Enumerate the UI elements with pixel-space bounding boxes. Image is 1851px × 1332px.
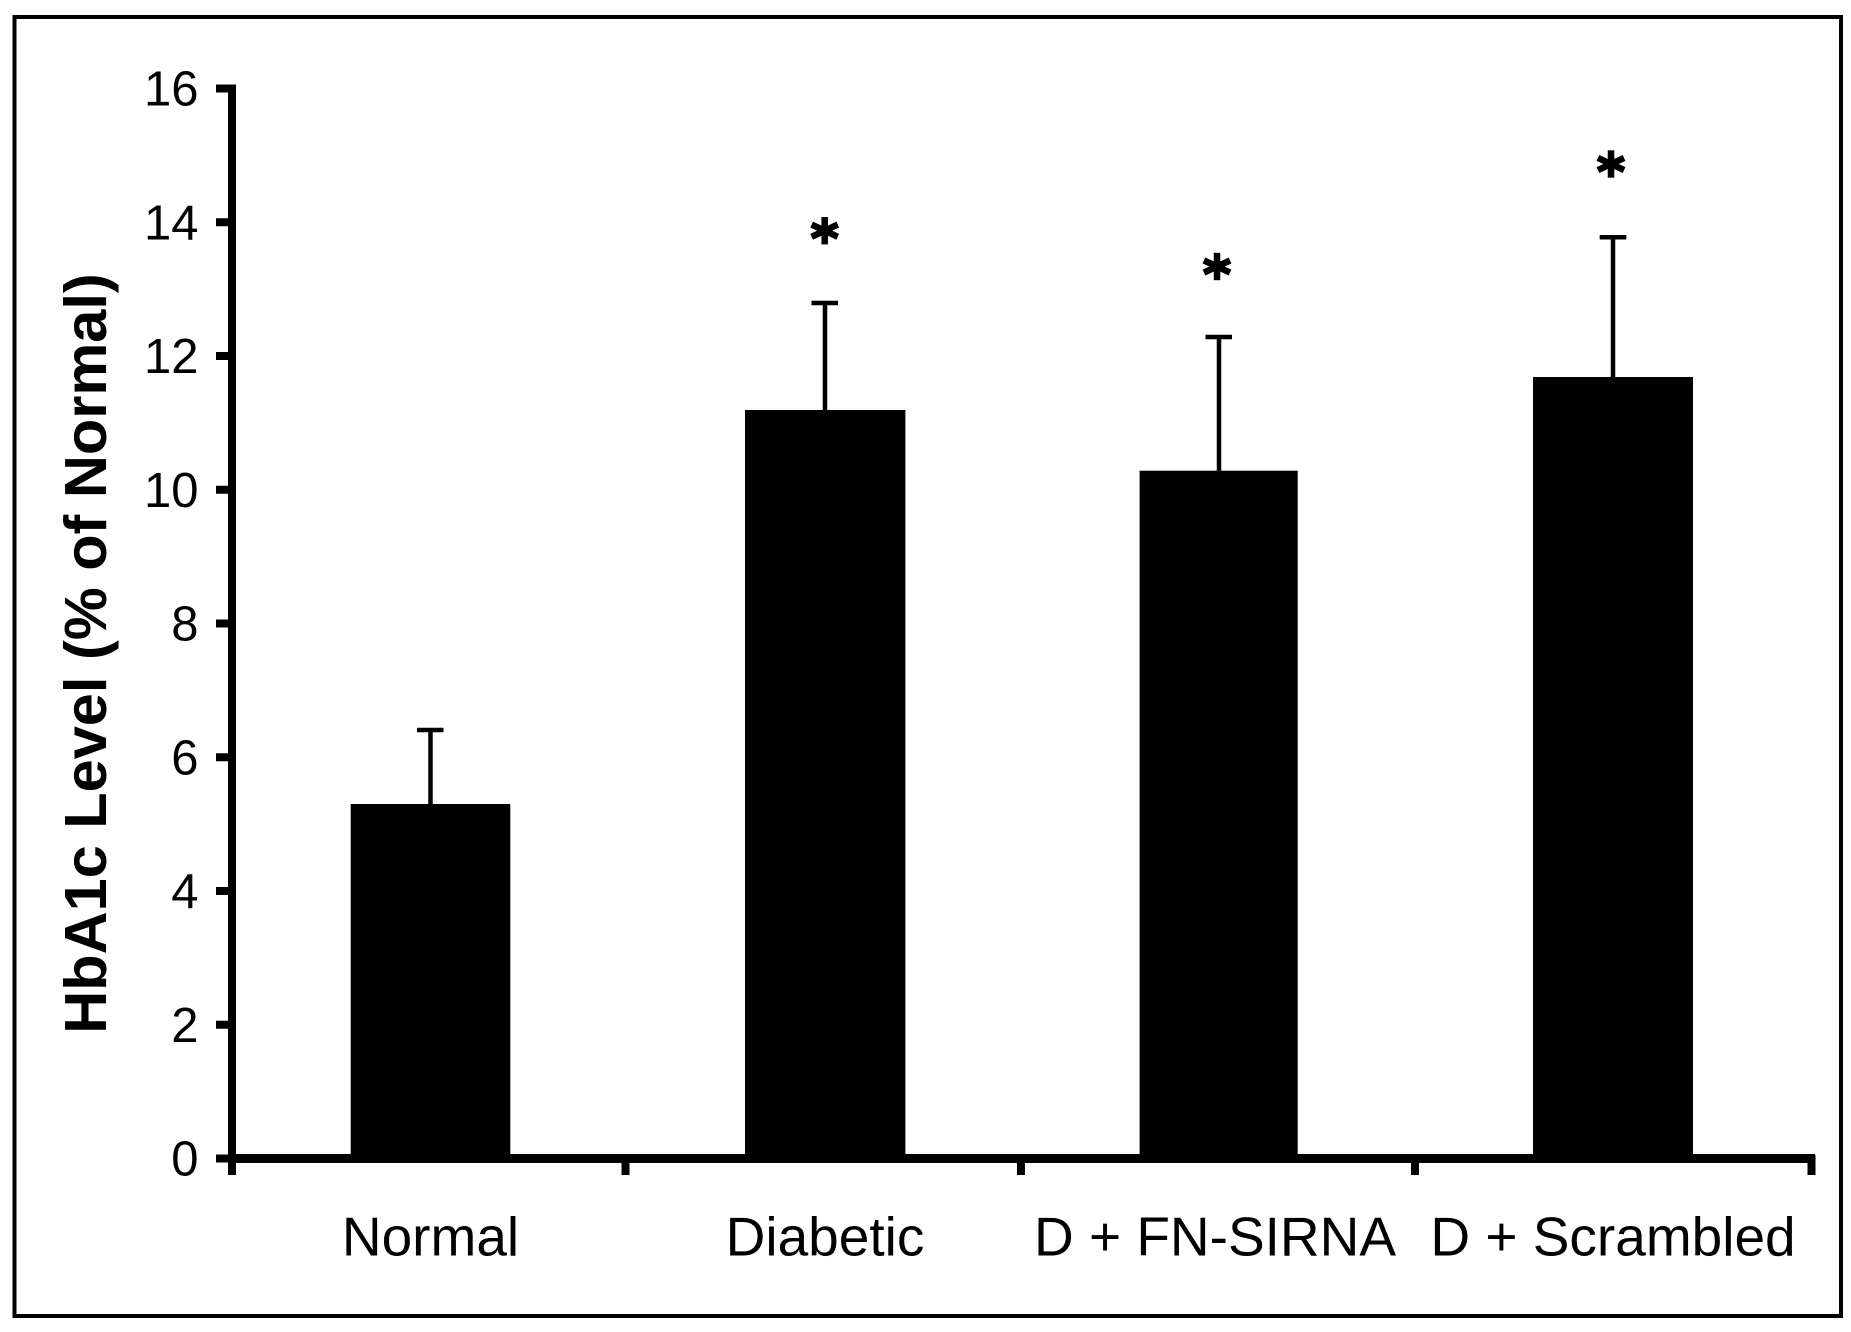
svg-text:2: 2 xyxy=(171,999,198,1053)
svg-text:12: 12 xyxy=(144,330,199,384)
svg-text:10: 10 xyxy=(144,464,199,518)
svg-text:D + FN-SIRNA: D + FN-SIRNA xyxy=(1034,1206,1396,1268)
svg-text:HbA1c Level (% of Normal): HbA1c Level (% of Normal) xyxy=(52,273,119,1033)
svg-text:Normal: Normal xyxy=(342,1206,519,1268)
svg-text:0: 0 xyxy=(171,1133,198,1187)
svg-text:6: 6 xyxy=(171,731,198,785)
svg-text:4: 4 xyxy=(171,865,198,919)
svg-text:Diabetic: Diabetic xyxy=(726,1206,925,1268)
svg-text:D + Scrambled: D + Scrambled xyxy=(1430,1206,1795,1268)
svg-text:16: 16 xyxy=(144,63,199,117)
svg-text:14: 14 xyxy=(144,196,199,250)
svg-text:8: 8 xyxy=(171,598,198,652)
